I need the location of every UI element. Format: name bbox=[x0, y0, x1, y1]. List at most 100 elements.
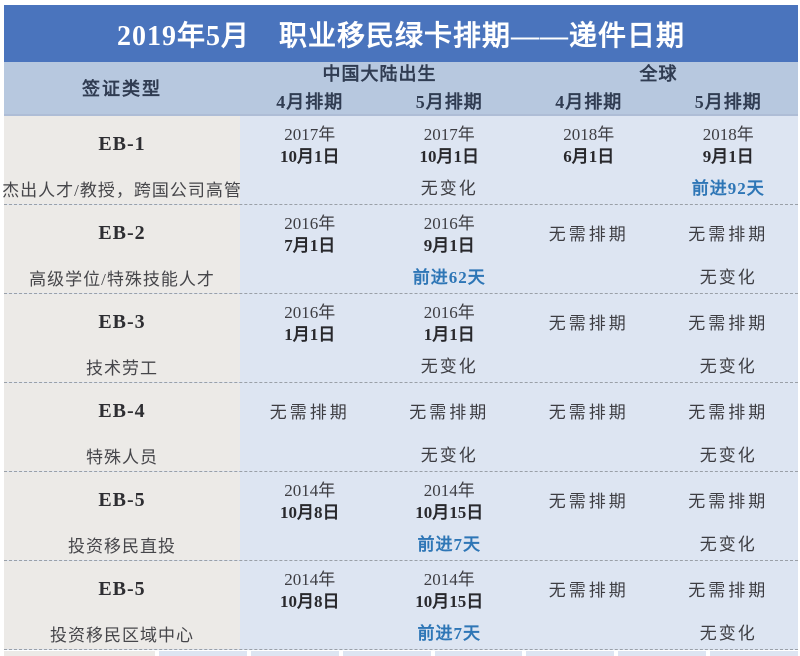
no-queue-label: 无需排期 bbox=[548, 492, 629, 511]
schedule-year: 2014年 bbox=[423, 481, 475, 500]
schedule-year: 2018年 bbox=[702, 125, 754, 144]
visa-category: 特殊人员 bbox=[86, 447, 158, 467]
table-row-eb4: EB-4 特殊人员 无需排期 无需排期 无需排期 无需排期 bbox=[4, 383, 798, 472]
schedule-date: 7月1日 bbox=[284, 236, 336, 255]
schedule-year: 2017年 bbox=[423, 125, 475, 144]
schedule-date: 10月8日 bbox=[280, 592, 340, 611]
group-header-worldwide: 全球 bbox=[639, 64, 678, 84]
schedule-cell: 无需排期 bbox=[519, 561, 659, 617]
visa-type-cell: EB-3 技术劳工 bbox=[4, 294, 240, 382]
schedule-date: 10月15日 bbox=[415, 592, 484, 611]
schedule-cell: 2016年 9月1日 bbox=[380, 205, 520, 261]
group-header-mainland-china: 中国大陆出生 bbox=[322, 64, 437, 84]
schedule-cell: 无需排期 bbox=[659, 561, 799, 617]
visa-code: EB-2 bbox=[98, 221, 146, 244]
subheader-global-april: 4月排期 bbox=[555, 91, 623, 112]
schedule-date: 9月1日 bbox=[702, 147, 754, 166]
schedule-cell: 无需排期 bbox=[519, 472, 659, 528]
table-row-eb1: EB-1 杰出人才/教授，跨国公司高管 2017年 10月1日 2017年 10… bbox=[2, 116, 799, 205]
schedule-cell: 无需排期 bbox=[519, 383, 659, 439]
visa-type-cell: EB-4 特殊人员 bbox=[4, 383, 240, 471]
content-area: 2019年5月 职业移民绿卡排期——递件日期 签证类型 中国大陆出生 全球 4月… bbox=[2, 5, 799, 656]
schedule-cell: 2017年 10月1日 bbox=[240, 116, 380, 172]
visa-category: 高级学位/特殊技能人才 bbox=[29, 269, 215, 289]
schedule-date: 10月8日 bbox=[280, 503, 340, 522]
subheader-china-may: 5月排期 bbox=[415, 91, 483, 112]
schedule-year: 2017年 bbox=[284, 125, 336, 144]
schedule-year: 2016年 bbox=[284, 214, 336, 233]
visa-type-cell: EB-2 高级学位/特殊技能人才 bbox=[4, 205, 240, 293]
table-row-eb5-regional: EB-5 投资移民区域中心 2014年 10月8日 2014年 10月15日 无… bbox=[4, 561, 798, 650]
change-cell-global-may: 无变化 bbox=[699, 267, 757, 287]
schedule-date: 9月1日 bbox=[423, 236, 475, 255]
schedule-year: 2014年 bbox=[423, 570, 475, 589]
change-cell-global-may: 无变化 bbox=[699, 534, 757, 554]
schedule-cell: 2014年 10月8日 bbox=[240, 561, 380, 617]
schedule-cell: 无需排期 bbox=[659, 205, 799, 261]
visa-type-cell: EB-1 杰出人才/教授，跨国公司高管 bbox=[2, 116, 242, 204]
change-cell-global-may: 无变化 bbox=[699, 356, 757, 376]
schedule-date: 1月1日 bbox=[423, 325, 475, 344]
schedule-cell: 2016年 7月1日 bbox=[240, 205, 380, 261]
no-queue-label: 无需排期 bbox=[548, 314, 629, 333]
no-queue-label: 无需排期 bbox=[688, 225, 769, 244]
no-queue-label: 无需排期 bbox=[409, 403, 490, 422]
table-row-eb5-direct: EB-5 投资移民直投 2014年 10月8日 2014年 10月15日 无需排… bbox=[4, 472, 798, 561]
visa-category: 杰出人才/教授，跨国公司高管 bbox=[2, 180, 242, 200]
visa-code: EB-1 bbox=[98, 132, 146, 155]
table-row-eb2: EB-2 高级学位/特殊技能人才 2016年 7月1日 2016年 9月1日 无… bbox=[4, 205, 798, 294]
schedule-cell: 无需排期 bbox=[659, 294, 799, 350]
next-table-cell bbox=[710, 651, 799, 656]
schedule-cell: 2018年 6月1日 bbox=[519, 116, 659, 172]
visa-type-cell: EB-5 投资移民直投 bbox=[4, 472, 240, 560]
change-cell-china-may: 无变化 bbox=[420, 178, 478, 198]
change-cell-china-may: 前进7天 bbox=[417, 534, 481, 554]
table-header: 签证类型 中国大陆出生 全球 4月排期 5月排期 4月排期 5月排期 bbox=[4, 62, 798, 116]
schedule-date: 10月1日 bbox=[419, 147, 480, 166]
schedule-cell: 无需排期 bbox=[519, 205, 659, 261]
table-row-eb3: EB-3 技术劳工 2016年 1月1日 2016年 1月1日 无需排期 bbox=[4, 294, 798, 383]
no-queue-label: 无需排期 bbox=[269, 403, 350, 422]
visa-code: EB-4 bbox=[98, 399, 146, 422]
subheader-global-may: 5月排期 bbox=[694, 91, 762, 112]
schedule-date: 1月1日 bbox=[284, 325, 336, 344]
schedule-cell: 无需排期 bbox=[240, 383, 380, 439]
schedule-cell: 无需排期 bbox=[659, 472, 799, 528]
next-table-cell bbox=[250, 651, 339, 656]
visa-type-cell: EB-5 投资移民区域中心 bbox=[4, 561, 240, 649]
change-cell-china-may: 无变化 bbox=[420, 445, 478, 465]
visa-code: EB-3 bbox=[98, 310, 146, 333]
schedule-year: 2018年 bbox=[563, 125, 615, 144]
schedule-cell: 无需排期 bbox=[380, 383, 520, 439]
visa-type-header: 签证类型 bbox=[82, 79, 162, 99]
no-queue-label: 无需排期 bbox=[688, 581, 769, 600]
schedule-cell: 2014年 10月15日 bbox=[380, 472, 520, 528]
subheader-china-april: 4月排期 bbox=[276, 91, 344, 112]
page-title: 2019年5月 职业移民绿卡排期——递件日期 bbox=[4, 5, 798, 62]
change-cell-china-may: 无变化 bbox=[420, 356, 478, 376]
visa-code: EB-5 bbox=[98, 577, 146, 600]
schedule-date: 6月1日 bbox=[563, 147, 615, 166]
no-queue-label: 无需排期 bbox=[688, 492, 769, 511]
change-cell-global-may: 前进92天 bbox=[691, 178, 765, 198]
change-cell-global-may: 无变化 bbox=[699, 623, 757, 643]
schedule-cell: 2014年 10月15日 bbox=[380, 561, 520, 617]
change-cell-china-may: 前进62天 bbox=[412, 267, 486, 287]
next-table-cell bbox=[526, 651, 615, 656]
schedule-cell: 2016年 1月1日 bbox=[240, 294, 380, 350]
next-table-cell bbox=[342, 651, 431, 656]
change-cell-china-may: 前进7天 bbox=[417, 623, 481, 643]
visa-code: EB-5 bbox=[98, 488, 146, 511]
schedule-cell: 2016年 1月1日 bbox=[380, 294, 520, 350]
no-queue-label: 无需排期 bbox=[688, 403, 769, 422]
next-table-cropped-edge bbox=[4, 651, 799, 656]
schedule-cell: 无需排期 bbox=[519, 294, 659, 350]
schedule-cell: 2017年 10月1日 bbox=[380, 116, 520, 172]
schedule-cell: 2014年 10月8日 bbox=[240, 472, 380, 528]
schedule-cell: 2018年 9月1日 bbox=[659, 116, 799, 172]
no-queue-label: 无需排期 bbox=[548, 403, 629, 422]
schedule-date: 10月1日 bbox=[280, 147, 340, 166]
schedule-date: 10月15日 bbox=[415, 503, 484, 522]
no-queue-label: 无需排期 bbox=[548, 581, 629, 600]
